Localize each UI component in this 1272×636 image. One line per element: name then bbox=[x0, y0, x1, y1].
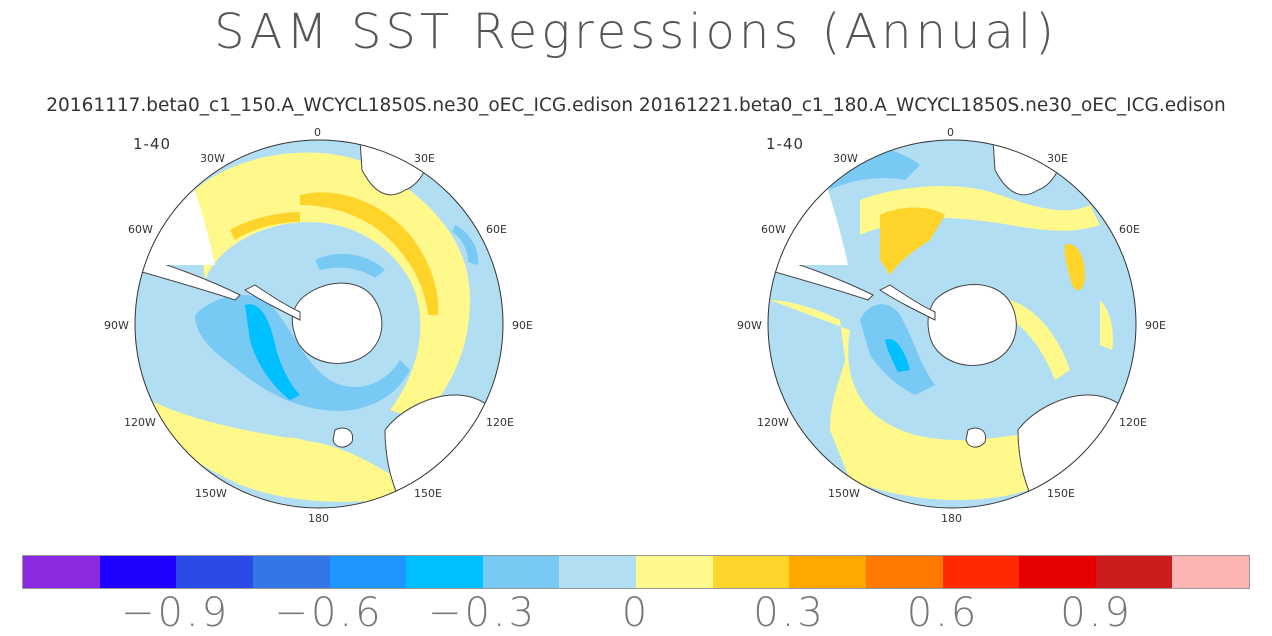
colorbar-tick-label: 0.9 bbox=[1060, 590, 1133, 636]
moderate-positive-patch bbox=[880, 207, 945, 275]
lon-label-150W: 150W bbox=[195, 487, 227, 500]
lon-label-150E: 150E bbox=[1047, 487, 1075, 500]
colorbar-tick-label: −0.6 bbox=[274, 590, 384, 636]
colorbar-swatch bbox=[559, 556, 636, 588]
lon-label-0: 0 bbox=[314, 126, 321, 139]
moderate-positive-streak bbox=[300, 192, 439, 315]
lon-label-150E: 150E bbox=[414, 487, 442, 500]
antarctica-left bbox=[291, 282, 383, 364]
lon-label-180: 180 bbox=[941, 512, 962, 525]
lon-label-120W: 120W bbox=[757, 416, 789, 429]
lon-label-120E: 120E bbox=[1119, 416, 1147, 429]
colorbar-swatch bbox=[942, 556, 1020, 588]
colorbar bbox=[22, 555, 1250, 589]
lon-label-30W: 30W bbox=[833, 152, 858, 165]
south-america-left bbox=[135, 254, 241, 301]
lon-label-90E: 90E bbox=[512, 319, 533, 332]
colorbar-swatch bbox=[712, 556, 790, 588]
antarctica-right bbox=[927, 284, 1017, 366]
lon-label-60W: 60W bbox=[128, 223, 153, 236]
lon-label-90W: 90W bbox=[737, 319, 762, 332]
colorbar-swatch bbox=[329, 556, 407, 588]
colorbar-swatch bbox=[1019, 556, 1096, 588]
south-america-right bbox=[768, 254, 874, 301]
run-names: 20161117.beta0_c1_150.A_WCYCL1850S.ne30_… bbox=[46, 95, 1226, 116]
lon-label-90E: 90E bbox=[1145, 319, 1166, 332]
colorbar-swatch bbox=[406, 556, 483, 588]
period-label-left: 1-40 bbox=[133, 135, 172, 153]
figure-title: SAM SST Regressions (Annual) bbox=[214, 4, 1058, 60]
antarctic-peninsula-left bbox=[244, 284, 301, 321]
colorbar-tick-label: 0.6 bbox=[906, 590, 980, 636]
colorbar-tick-label: −0.3 bbox=[427, 590, 538, 636]
colorbar-tick-label: −0.9 bbox=[120, 590, 231, 636]
positive-anomaly-north bbox=[860, 185, 1100, 235]
colorbar-swatch bbox=[23, 556, 100, 588]
antarctic-peninsula-right bbox=[879, 284, 936, 321]
period-label-right: 1-40 bbox=[766, 135, 805, 153]
lon-label-90W: 90W bbox=[104, 319, 129, 332]
lon-label-60E: 60E bbox=[1119, 223, 1140, 236]
lon-label-30E: 30E bbox=[414, 152, 435, 165]
lon-label-120W: 120W bbox=[124, 416, 156, 429]
lon-label-0: 0 bbox=[947, 126, 954, 139]
colorbar-swatch bbox=[865, 556, 943, 588]
strong-negative-core bbox=[885, 339, 910, 372]
colorbar-swatch bbox=[482, 556, 560, 588]
lon-label-120E: 120E bbox=[486, 416, 514, 429]
lon-label-150W: 150W bbox=[828, 487, 860, 500]
colorbar-swatch bbox=[1172, 556, 1249, 588]
colorbar-swatch bbox=[176, 556, 253, 588]
lon-label-60E: 60E bbox=[486, 223, 507, 236]
colorbar-swatch bbox=[252, 556, 330, 588]
lon-label-30E: 30E bbox=[1047, 152, 1068, 165]
new-zealand-left bbox=[332, 427, 354, 448]
positive-anomaly-south bbox=[770, 300, 1100, 500]
colorbar-tick-label: 0 bbox=[621, 590, 651, 636]
lon-label-180: 180 bbox=[308, 512, 329, 525]
colorbar-swatch bbox=[1095, 556, 1173, 588]
colorbar-swatch bbox=[99, 556, 177, 588]
colorbar-tick-label: 0.3 bbox=[753, 590, 826, 636]
lon-label-30W: 30W bbox=[200, 152, 225, 165]
new-zealand-right bbox=[965, 427, 987, 448]
lon-label-60W: 60W bbox=[761, 223, 786, 236]
colorbar-swatch bbox=[789, 556, 866, 588]
colorbar-swatch bbox=[636, 556, 713, 588]
strong-negative-core bbox=[245, 304, 300, 400]
